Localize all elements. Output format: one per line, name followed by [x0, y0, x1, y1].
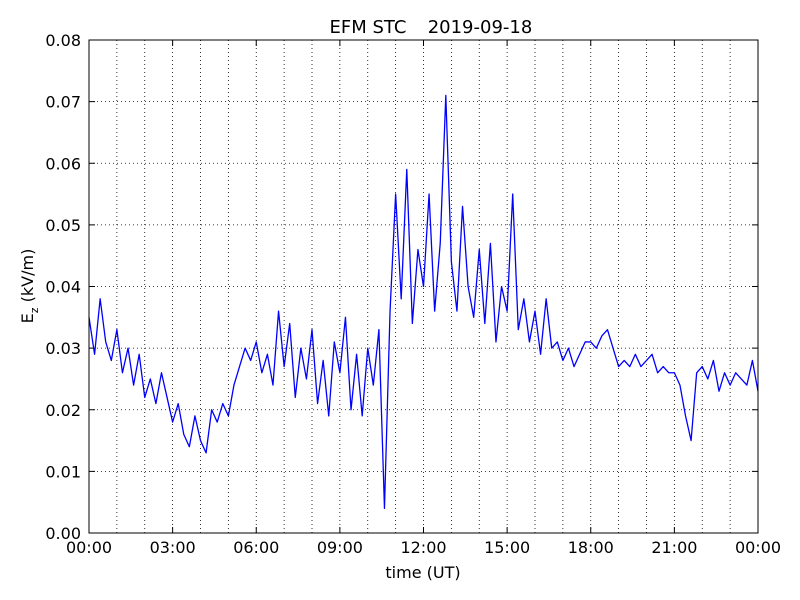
y-label-sub: z — [28, 307, 41, 313]
y-tick-label: 0.01 — [45, 462, 81, 481]
x-tick-label: 00:00 — [735, 538, 781, 557]
chart-date: 2019-09-18 — [428, 17, 533, 38]
y-tick-label: 0.04 — [45, 278, 81, 297]
x-tick-label: 00:00 — [66, 538, 112, 557]
y-tick-label: 0.07 — [45, 93, 81, 112]
y-tick-label: 0.05 — [45, 216, 81, 235]
y-label-rest: (kV/m) — [18, 249, 37, 308]
x-tick-label: 09:00 — [317, 538, 363, 557]
plot-frame — [88, 39, 759, 534]
x-tick-label: 21:00 — [651, 538, 697, 557]
x-tick-label: 12:00 — [400, 538, 446, 557]
y-tick-label: 0.08 — [45, 31, 81, 50]
data-line — [88, 94, 759, 509]
x-tick-label: 06:00 — [233, 538, 279, 557]
y-tick-label: 0.00 — [45, 524, 81, 543]
y-label-main: E — [18, 313, 37, 323]
y-tick-label: 0.03 — [45, 339, 81, 358]
x-axis-label: time (UT) — [385, 563, 460, 582]
chart-title: EFM STC — [330, 17, 407, 38]
x-tick-label: 15:00 — [484, 538, 530, 557]
y-tick-label: 0.06 — [45, 154, 81, 173]
x-tick-label: 18:00 — [568, 538, 614, 557]
y-axis-label: Ez (kV/m) — [18, 249, 41, 324]
y-tick-label: 0.02 — [45, 401, 81, 420]
x-tick-label: 03:00 — [150, 538, 196, 557]
